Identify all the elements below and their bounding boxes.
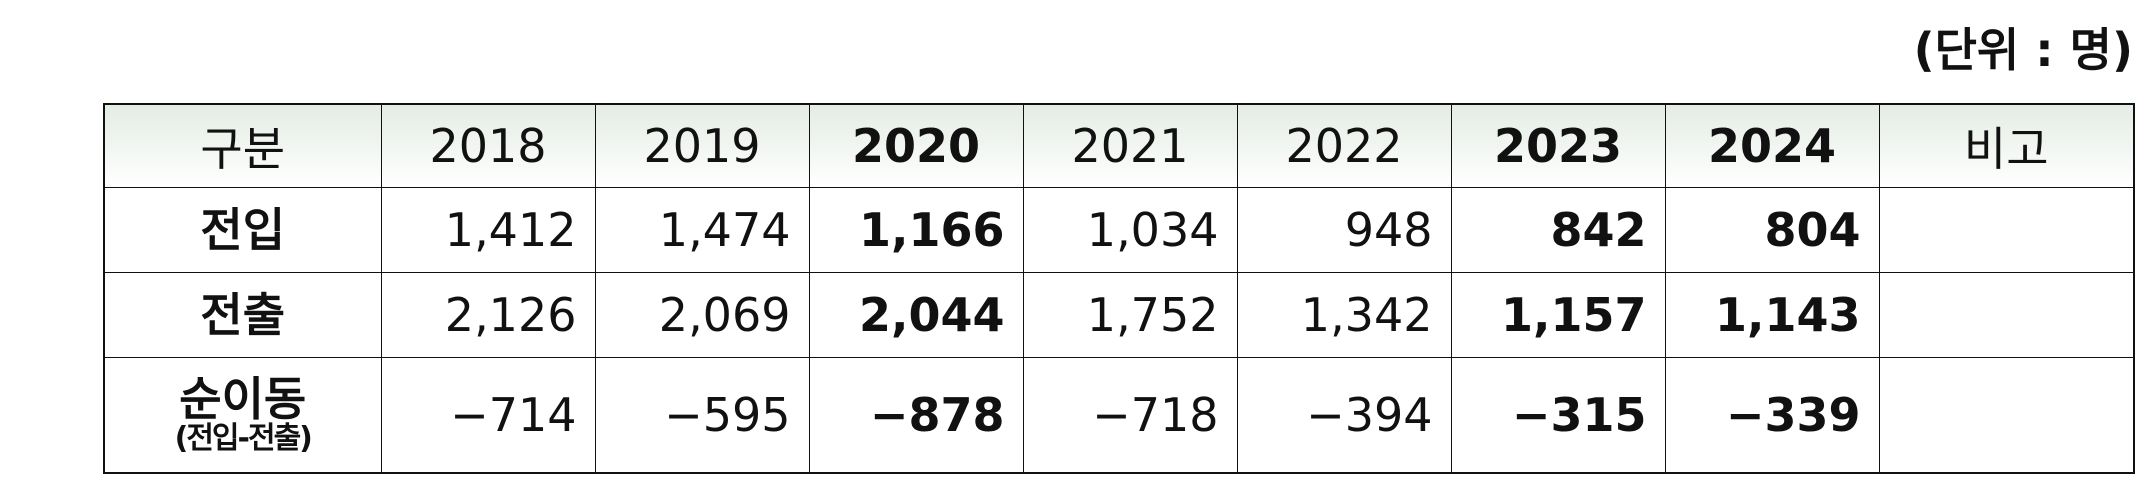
header-cell: 2022 bbox=[1236, 103, 1452, 188]
header-cell: 2021 bbox=[1022, 103, 1238, 188]
value-cell: 2,069 bbox=[594, 272, 810, 358]
value-cell: 1,034 bbox=[1022, 187, 1238, 273]
value-cell: 1,342 bbox=[1236, 272, 1452, 358]
table-header: 구분 2018 2019 2020 2021 2022 2023 2024 비고 bbox=[103, 103, 2135, 188]
row-label-text: 전출 bbox=[200, 287, 286, 342]
empty-cell bbox=[1878, 187, 2135, 273]
value-cell: −714 bbox=[380, 357, 596, 474]
value-cell: 1,412 bbox=[380, 187, 596, 273]
header-row: 구분 2018 2019 2020 2021 2022 2023 2024 비고 bbox=[103, 103, 2135, 188]
value-cell: −878 bbox=[808, 357, 1024, 474]
table-row: 순이동 (전입-전출) −714 −595 −878 −718 −394 −315 −339 bbox=[103, 357, 2135, 474]
table-body: 전입 1,412 1,474 1,166 1,034 948 842 804 전출 2,126 2,… bbox=[103, 187, 2135, 474]
value-cell: 2,044 bbox=[808, 272, 1024, 358]
header-cell: 비고 bbox=[1878, 103, 2135, 188]
data-table: 구분 2018 2019 2020 2021 2022 2023 2024 비고 전입 1,412… bbox=[103, 103, 2135, 474]
empty-cell bbox=[1878, 357, 2135, 474]
header-cell: 구분 bbox=[103, 103, 382, 188]
value-cell: 2,126 bbox=[380, 272, 596, 358]
value-cell: 1,157 bbox=[1450, 272, 1666, 358]
value-cell: 1,143 bbox=[1664, 272, 1880, 358]
value-cell: −595 bbox=[594, 357, 810, 474]
empty-cell bbox=[1878, 272, 2135, 358]
value-cell: −718 bbox=[1022, 357, 1238, 474]
value-cell: 1,752 bbox=[1022, 272, 1238, 358]
value-cell: 1,474 bbox=[594, 187, 810, 273]
value-cell: −315 bbox=[1450, 357, 1666, 474]
row-label: 전출 bbox=[103, 272, 382, 358]
header-cell: 2019 bbox=[594, 103, 810, 188]
value-cell: 842 bbox=[1450, 187, 1666, 273]
row-label: 순이동 (전입-전출) bbox=[103, 357, 382, 474]
table-row: 전입 1,412 1,474 1,166 1,034 948 842 804 bbox=[103, 187, 2135, 273]
row-label: 전입 bbox=[103, 187, 382, 273]
value-cell: 948 bbox=[1236, 187, 1452, 273]
table-row: 전출 2,126 2,069 2,044 1,752 1,342 1,157 1,143 bbox=[103, 272, 2135, 358]
value-cell: −394 bbox=[1236, 357, 1452, 474]
row-label-text: 전입 bbox=[200, 202, 286, 257]
header-cell: 2023 bbox=[1450, 103, 1666, 188]
row-label-text: 순이동 bbox=[179, 372, 307, 427]
value-cell: 1,166 bbox=[808, 187, 1024, 273]
value-cell: 804 bbox=[1664, 187, 1880, 273]
header-cell: 2018 bbox=[380, 103, 596, 188]
header-cell: 2024 bbox=[1664, 103, 1880, 188]
row-sublabel: (전입-전출) bbox=[174, 421, 313, 457]
unit-label: (단위 : 명) bbox=[1913, 23, 2133, 77]
header-cell: 2020 bbox=[808, 103, 1024, 188]
value-cell: −339 bbox=[1664, 357, 1880, 474]
